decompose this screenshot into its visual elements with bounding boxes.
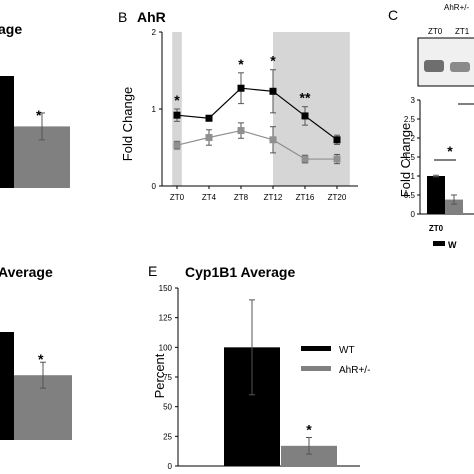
- panel-b-xtick-label-1: ZT4: [202, 193, 217, 202]
- panel-c-ytick-label-1: 0.5: [404, 191, 416, 200]
- panel-e-ylabel: Percent: [152, 353, 167, 398]
- panel-d: Average *: [0, 264, 72, 440]
- panel-b-point-wt-3: [269, 87, 277, 95]
- panel-b-letter: B: [118, 9, 127, 25]
- panel-d-star: *: [38, 351, 44, 367]
- panel-c-bar-het: [445, 199, 463, 214]
- panel-b-point-het-2: [237, 127, 245, 135]
- panel-e-legend-swatch-1: [301, 346, 331, 351]
- panel-e-ytick-label-1: 25: [163, 432, 172, 441]
- panel-c-bar-wt: [427, 176, 445, 214]
- panel-c-ytick-label-4: 2: [411, 134, 416, 143]
- panel-b-point-wt-4: [301, 112, 309, 120]
- panel-b-point-wt-1: [205, 114, 213, 122]
- panel-b: B AhR Fold Change 0 1 2 ZT0 ZT4 ZT8 ZT12 ZT16 ZT…: [118, 9, 358, 202]
- panel-b-ylabel: Fold Change: [120, 87, 135, 161]
- panel-b-xtick-label-5: ZT20: [328, 193, 347, 202]
- panel-b-point-wt-2: [237, 84, 245, 92]
- panel-e-significance-0: *: [306, 422, 312, 438]
- panel-b-ytick-label-0: 0: [152, 182, 157, 191]
- blot-band-2: [450, 62, 470, 72]
- panel-e-legend-label-1: WT: [339, 345, 355, 356]
- panel-e-plot: 0 25 50 75 100 125 150 * WT AhR+/-: [159, 284, 371, 471]
- panel-b-point-het-5: [333, 155, 341, 163]
- panel-b-line-wt: [176, 87, 338, 141]
- panel-b-xtick-label-2: ZT8: [234, 193, 249, 202]
- panel-a-bar-1: [0, 76, 14, 188]
- panel-b-point-wt-0: [173, 111, 181, 119]
- panel-c-ylabel: Fold Change: [398, 123, 413, 197]
- panel-c-lane-zt0: ZT0: [428, 27, 443, 36]
- panel-b-significance-0: *: [174, 92, 180, 108]
- panel-b-ytick-label-2: 2: [152, 28, 157, 37]
- panel-b-point-het-0: [173, 141, 181, 149]
- panel-b-shaded-region-2: [273, 32, 350, 186]
- panel-c-ytick-label-2: 1: [411, 172, 416, 181]
- panel-e-ytick-label-4: 100: [159, 343, 173, 352]
- panel-b-line-het: [176, 129, 337, 160]
- panel-e-ytick-label-5: 125: [159, 314, 173, 323]
- panel-e: E Cyp1B1 Average Percent 0 25 50 75 100 125 15…: [148, 263, 370, 471]
- panel-d-bars: [0, 332, 72, 440]
- panel-a-star: *: [36, 107, 42, 123]
- panel-b-xtick-label-3: ZT12: [264, 193, 283, 202]
- panel-b-ytick-label-1: 1: [152, 105, 157, 114]
- panel-e-letter: E: [148, 263, 157, 279]
- panel-c-ytick-label-5: 2.5: [404, 115, 416, 124]
- panel-e-legend-label-2: AhR+/-: [339, 365, 370, 376]
- western-blot: [417, 37, 474, 87]
- panel-a-bars: [0, 76, 70, 188]
- panel-b-xtick-label-0: ZT0: [170, 193, 185, 202]
- panel-b-title: AhR: [137, 9, 166, 25]
- panel-e-bar-2: [281, 445, 337, 466]
- panel-e-ytick-label-6: 150: [159, 284, 173, 293]
- panel-c: C AhR+/- ZT0 ZT1 Fold Change 0 0.5 1 1.5 2 2.…: [388, 3, 474, 250]
- panel-d-title: Average: [0, 264, 53, 280]
- panel-c-ytick-label-3: 1.5: [404, 153, 416, 162]
- panel-b-significance-2: *: [270, 53, 276, 69]
- panel-b-point-het-3: [269, 136, 277, 144]
- panel-b-xtick-label-4: ZT16: [296, 193, 315, 202]
- panel-e-ytick-label-2: 50: [163, 403, 172, 412]
- panel-b-significance-1: *: [238, 56, 244, 72]
- panel-c-lane-zt1: ZT1: [455, 27, 470, 36]
- panel-e-ytick-label-0: 0: [168, 462, 173, 471]
- panel-c-ytick-label-6: 3: [411, 96, 416, 105]
- panel-d-bar-1: [0, 332, 14, 440]
- panel-a-title: age: [0, 21, 22, 37]
- panel-c-blot-header: AhR+/-: [444, 3, 469, 12]
- panel-c-plot: 0 0.5 1 1.5 2 2.5 3 * ZT0: [404, 96, 474, 233]
- panel-a: age *: [0, 21, 70, 188]
- panel-e-title: Cyp1B1 Average: [185, 264, 295, 280]
- panel-c-significance: *: [447, 143, 453, 159]
- panel-b-significance-3: **: [300, 90, 311, 106]
- blot-band-1: [424, 60, 444, 72]
- panel-b-point-het-1: [205, 133, 213, 141]
- panel-c-letter: C: [388, 7, 398, 23]
- panel-b-point-het-4: [301, 155, 309, 163]
- panel-c-xtick-label-0: ZT0: [429, 224, 444, 233]
- panel-e-legend-swatch-2: [301, 366, 331, 371]
- panel-c-legend-fragment: W: [448, 240, 457, 250]
- panel-b-point-wt-5: [333, 136, 341, 144]
- panel-e-ytick-label-3: 75: [163, 373, 172, 382]
- panel-c-legend-swatch: [433, 241, 445, 246]
- panel-c-ytick-label-0: 0: [411, 210, 416, 219]
